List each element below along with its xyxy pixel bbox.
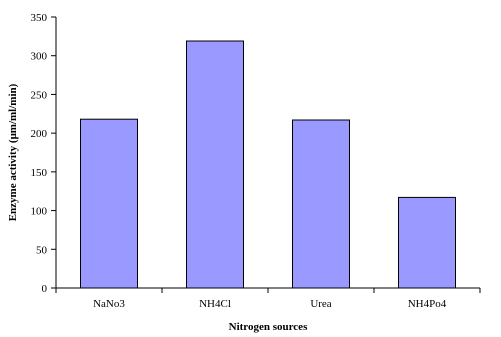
y-tick-label-350: 350 [31, 12, 48, 24]
y-tick-label-100: 100 [31, 206, 48, 218]
bar-nh4po4 [398, 196, 456, 289]
y-tick-label-50: 50 [36, 244, 48, 256]
x-tick-label-nano3: NaNo3 [93, 298, 125, 310]
x-tick-label-nh4cl: NH4Cl [199, 298, 231, 310]
bars-layer [80, 40, 456, 289]
y-tick-label-250: 250 [31, 89, 48, 101]
axes-layer [51, 16, 481, 293]
bar-nano3 [80, 118, 138, 289]
y-tick-label-150: 150 [31, 167, 48, 179]
y-tick-label-0: 0 [42, 283, 48, 295]
y-tick-label-200: 200 [31, 128, 48, 140]
x-axis-title: Nitrogen sources [229, 321, 308, 333]
bar-nh4cl [186, 40, 244, 289]
x-tick-label-nh4po4: NH4Po4 [408, 298, 447, 310]
labels-layer: 0 50 100 150 200 250 300 350 NaNo3 NH4Cl Urea NH4Po… [31, 12, 447, 310]
x-tick-label-urea: Urea [310, 298, 331, 310]
bar-urea [292, 119, 350, 289]
y-tick-label-300: 300 [31, 51, 48, 63]
y-axis-title: Enzyme activity (μm/ml/min) [7, 83, 19, 221]
